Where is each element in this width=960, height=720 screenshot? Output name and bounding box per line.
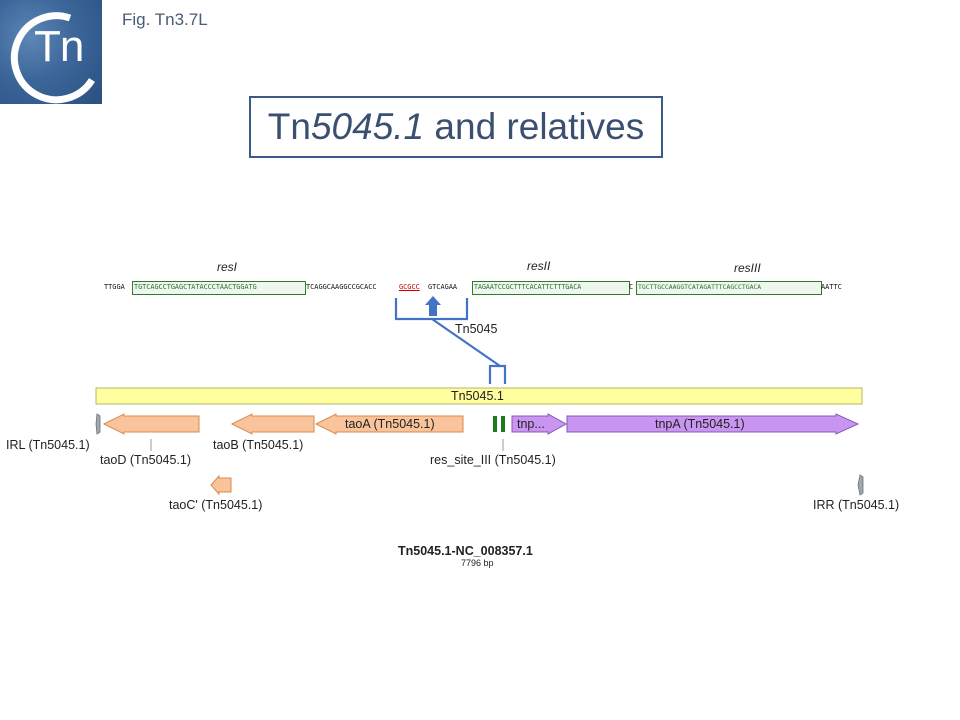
irr-label: IRR (Tn5045.1) <box>813 498 900 512</box>
seq-target: GCGCC <box>399 283 420 291</box>
resII-label: resII <box>527 259 551 273</box>
taoC-arrow <box>210 474 232 496</box>
taoA-label: taoA (Tn5045.1) <box>345 417 435 431</box>
resI-label: resI <box>217 260 238 274</box>
resI-box <box>132 281 306 295</box>
seq-mid3: C <box>629 283 634 291</box>
length-label: 7796 bp <box>461 558 494 568</box>
seq-mid1: TCAGGCAAGGCCGCACC <box>306 283 377 291</box>
taoB-label: taoB (Tn5045.1) <box>213 438 304 452</box>
res-site-bar-2 <box>501 416 505 432</box>
taoB-arrow <box>230 413 315 435</box>
seq-mid2: GTCAGAA <box>428 283 458 291</box>
seq-resII: TAGAATCCGCTTTCACATTCTTTGACA <box>474 283 582 291</box>
insertion-label: Tn5045 <box>455 322 498 336</box>
seq-resIII: TGCTTGCCAAGGTCATAGATTTCAGCCTGACA <box>638 283 762 291</box>
irl-marker <box>95 413 101 435</box>
resII-box <box>472 281 630 295</box>
tn-logo: Tn <box>0 0 102 104</box>
resIII-box <box>636 281 822 295</box>
title-suffix: and relatives <box>424 106 645 147</box>
taoD-label: taoD (Tn5045.1) <box>100 453 192 467</box>
figure-label: Fig. Tn3.7L <box>122 10 208 29</box>
seq-resI: TGTCAGCCTGAGCTATACCCTAACTGGATG <box>134 283 257 291</box>
logo-text: Tn <box>34 22 84 71</box>
accession-label: Tn5045.1-NC_008357.1 <box>398 544 533 558</box>
target-arrow-icon <box>425 296 441 316</box>
res-site-label: res_site_III (Tn5045.1) <box>430 453 556 467</box>
insertion-bracket <box>394 298 507 384</box>
taoD-arrow <box>102 413 200 435</box>
resIII-label: resIII <box>734 261 761 275</box>
element-bar <box>95 387 863 405</box>
tnpA-arrow <box>566 413 860 435</box>
irl-label: IRL (Tn5045.1) <box>6 438 90 452</box>
title-prefix: Tn <box>267 106 311 147</box>
page-title: Tn5045.1 and relatives <box>249 96 663 158</box>
seq-pre: TTGGA <box>104 283 125 291</box>
taoA-arrow <box>314 413 464 435</box>
tnp-short-label: tnp... <box>517 417 545 431</box>
res-site-bar-1 <box>493 416 497 432</box>
element-bar-label: Tn5045.1 <box>451 389 504 403</box>
tnp-short-arrow <box>511 413 568 435</box>
title-italic: 5045.1 <box>310 106 425 147</box>
seq-post: AATTC <box>821 283 842 291</box>
irr-marker <box>857 474 864 496</box>
tnpA-label: tnpA (Tn5045.1) <box>655 417 745 431</box>
taoC-label: taoC' (Tn5045.1) <box>169 498 263 512</box>
